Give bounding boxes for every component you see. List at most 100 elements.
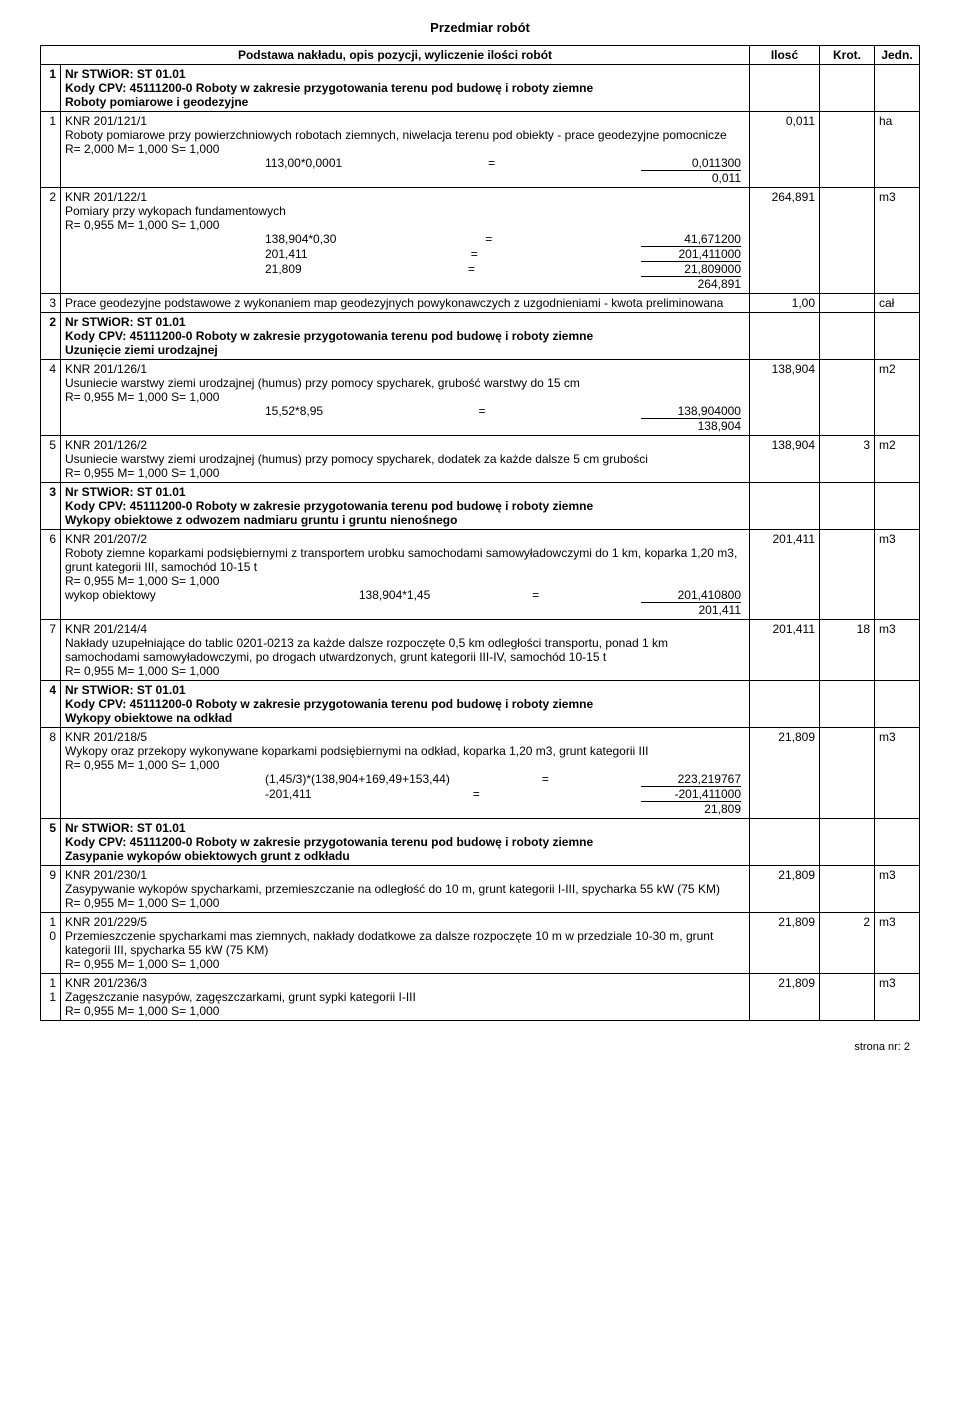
item-description: KNR 201/121/1Roboty pomiarowe przy powie… (61, 112, 750, 188)
empty-cell (750, 65, 820, 112)
item-qty: 21,809 (750, 866, 820, 913)
item-index: 8 (41, 728, 61, 819)
item-description: KNR 201/218/5Wykopy oraz przekopy wykony… (61, 728, 750, 819)
item-description: KNR 201/236/3Zagęszczanie nasypów, zagęs… (61, 974, 750, 1021)
header-qty: Ilosć (750, 46, 820, 65)
section-heading-row: 3Nr STWiOR: ST 01.01Kody CPV: 45111200-0… (41, 483, 920, 530)
empty-cell (820, 819, 875, 866)
item-qty: 1,00 (750, 294, 820, 313)
item-qty: 201,411 (750, 620, 820, 681)
section-heading: Nr STWiOR: ST 01.01Kody CPV: 45111200-0 … (61, 65, 750, 112)
section-index: 1 (41, 65, 61, 112)
item-unit: m3 (875, 866, 920, 913)
item-unit: m3 (875, 620, 920, 681)
item-description: KNR 201/229/5Przemieszczenie spycharkami… (61, 913, 750, 974)
item-index: 2 (41, 188, 61, 294)
item-qty: 21,809 (750, 913, 820, 974)
item-row: 10KNR 201/229/5Przemieszczenie spycharka… (41, 913, 920, 974)
item-mult (820, 360, 875, 436)
item-qty: 138,904 (750, 436, 820, 483)
section-heading: Nr STWiOR: ST 01.01Kody CPV: 45111200-0 … (61, 681, 750, 728)
item-row: 2KNR 201/122/1Pomiary przy wykopach fund… (41, 188, 920, 294)
item-unit: m3 (875, 188, 920, 294)
item-mult (820, 728, 875, 819)
item-index: 7 (41, 620, 61, 681)
item-mult (820, 974, 875, 1021)
empty-cell (750, 819, 820, 866)
item-qty: 21,809 (750, 728, 820, 819)
empty-cell (820, 483, 875, 530)
item-index: 6 (41, 530, 61, 620)
header-mult: Krot. (820, 46, 875, 65)
empty-cell (820, 65, 875, 112)
item-mult (820, 866, 875, 913)
item-unit: cał (875, 294, 920, 313)
item-row: 9KNR 201/230/1Zasypywanie wykopów spycha… (41, 866, 920, 913)
item-description: KNR 201/207/2Roboty ziemne koparkami pod… (61, 530, 750, 620)
item-description: Prace geodezyjne podstawowe z wykonaniem… (61, 294, 750, 313)
item-index: 5 (41, 436, 61, 483)
item-row: 4KNR 201/126/1Usuniecie warstwy ziemi ur… (41, 360, 920, 436)
page-title: Przedmiar robót (40, 20, 920, 35)
header-desc: Podstawa nakładu, opis pozycji, wyliczen… (41, 46, 750, 65)
item-qty: 21,809 (750, 974, 820, 1021)
section-index: 5 (41, 819, 61, 866)
section-heading: Nr STWiOR: ST 01.01Kody CPV: 45111200-0 … (61, 819, 750, 866)
section-heading-row: 1Nr STWiOR: ST 01.01Kody CPV: 45111200-0… (41, 65, 920, 112)
empty-cell (875, 313, 920, 360)
item-row: 8KNR 201/218/5Wykopy oraz przekopy wykon… (41, 728, 920, 819)
item-index: 4 (41, 360, 61, 436)
header-unit: Jedn. (875, 46, 920, 65)
item-mult: 18 (820, 620, 875, 681)
item-unit: m3 (875, 728, 920, 819)
item-mult: 3 (820, 436, 875, 483)
item-index: 9 (41, 866, 61, 913)
empty-cell (820, 313, 875, 360)
empty-cell (875, 65, 920, 112)
section-heading-row: 4Nr STWiOR: ST 01.01Kody CPV: 45111200-0… (41, 681, 920, 728)
item-row: 6KNR 201/207/2Roboty ziemne koparkami po… (41, 530, 920, 620)
item-index: 10 (41, 913, 61, 974)
item-qty: 0,011 (750, 112, 820, 188)
empty-cell (750, 681, 820, 728)
item-mult: 2 (820, 913, 875, 974)
item-description: KNR 201/230/1Zasypywanie wykopów spychar… (61, 866, 750, 913)
item-qty: 201,411 (750, 530, 820, 620)
section-heading: Nr STWiOR: ST 01.01Kody CPV: 45111200-0 … (61, 483, 750, 530)
section-index: 2 (41, 313, 61, 360)
empty-cell (750, 483, 820, 530)
item-row: 7KNR 201/214/4Nakłady uzupełniające do t… (41, 620, 920, 681)
section-heading-row: 2Nr STWiOR: ST 01.01Kody CPV: 45111200-0… (41, 313, 920, 360)
item-mult (820, 112, 875, 188)
item-unit: m2 (875, 436, 920, 483)
bill-of-quantities-table: Podstawa nakładu, opis pozycji, wyliczen… (40, 45, 920, 1021)
section-heading-row: 5Nr STWiOR: ST 01.01Kody CPV: 45111200-0… (41, 819, 920, 866)
item-row: 11KNR 201/236/3Zagęszczanie nasypów, zag… (41, 974, 920, 1021)
item-description: KNR 201/126/1Usuniecie warstwy ziemi uro… (61, 360, 750, 436)
item-row: 1KNR 201/121/1Roboty pomiarowe przy powi… (41, 112, 920, 188)
item-index: 11 (41, 974, 61, 1021)
item-unit: m2 (875, 360, 920, 436)
item-row: 3Prace geodezyjne podstawowe z wykonanie… (41, 294, 920, 313)
item-index: 3 (41, 294, 61, 313)
item-unit: ha (875, 112, 920, 188)
section-index: 3 (41, 483, 61, 530)
item-description: KNR 201/214/4Nakłady uzupełniające do ta… (61, 620, 750, 681)
item-index: 1 (41, 112, 61, 188)
item-unit: m3 (875, 913, 920, 974)
item-mult (820, 188, 875, 294)
item-mult (820, 294, 875, 313)
item-qty: 138,904 (750, 360, 820, 436)
item-mult (820, 530, 875, 620)
page-footer: strona nr: 2 (40, 1041, 920, 1053)
item-unit: m3 (875, 530, 920, 620)
empty-cell (875, 681, 920, 728)
empty-cell (820, 681, 875, 728)
item-row: 5KNR 201/126/2Usuniecie warstwy ziemi ur… (41, 436, 920, 483)
section-heading: Nr STWiOR: ST 01.01Kody CPV: 45111200-0 … (61, 313, 750, 360)
section-index: 4 (41, 681, 61, 728)
item-description: KNR 201/126/2Usuniecie warstwy ziemi uro… (61, 436, 750, 483)
item-description: KNR 201/122/1Pomiary przy wykopach funda… (61, 188, 750, 294)
item-unit: m3 (875, 974, 920, 1021)
item-qty: 264,891 (750, 188, 820, 294)
